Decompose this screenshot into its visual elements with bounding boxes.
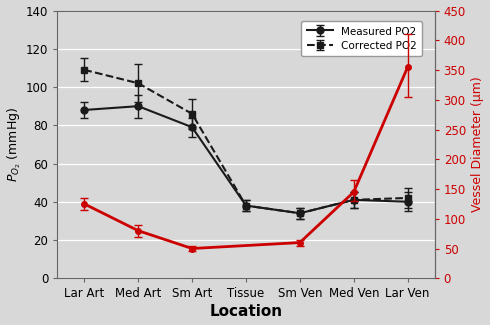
Legend: Measured PO2, Corrected PO2: Measured PO2, Corrected PO2	[301, 21, 422, 56]
Y-axis label: $P_{O_2}$ (mmHg): $P_{O_2}$ (mmHg)	[5, 107, 23, 182]
Y-axis label: Vessel Diameter (μm): Vessel Diameter (μm)	[471, 76, 485, 212]
X-axis label: Location: Location	[209, 305, 283, 319]
